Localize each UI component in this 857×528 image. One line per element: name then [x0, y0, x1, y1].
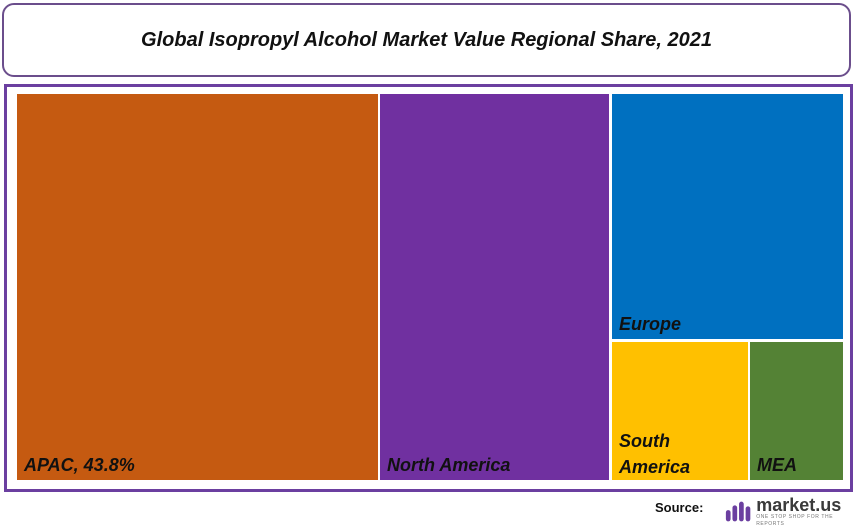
market-us-logo: market.us ONE STOP SHOP FOR THE REPORTS	[724, 496, 857, 528]
treemap-tile-south-america	[612, 342, 748, 480]
treemap-label-mea: MEA	[757, 455, 797, 475]
logo-name: market.us	[756, 495, 842, 515]
treemap-tile-mea	[750, 342, 843, 480]
chart-title-box: Global Isopropyl Alcohol Market Value Re…	[2, 3, 851, 77]
source-label: Source:	[655, 500, 704, 515]
logo-tagline: ONE STOP SHOP FOR THE REPORTS	[756, 514, 834, 527]
treemap-label-apac: APAC, 43.8%	[23, 455, 135, 475]
logo-bars-icon	[725, 501, 751, 522]
treemap-tile-europe	[612, 94, 843, 339]
treemap-label-south-america: South America	[618, 431, 690, 477]
treemap-label-europe: Europe	[619, 314, 681, 334]
treemap-tile-apac	[17, 94, 378, 480]
treemap-frame: APAC, 43.8% North America Europe South Ameri…	[4, 84, 853, 492]
treemap-chart: APAC, 43.8% North America Europe South Ameri…	[17, 94, 843, 480]
chart-title: Global Isopropyl Alcohol Market Value Re…	[141, 28, 712, 51]
treemap-label-north-america: North America	[387, 455, 510, 475]
treemap-tile-north-america	[380, 94, 609, 480]
